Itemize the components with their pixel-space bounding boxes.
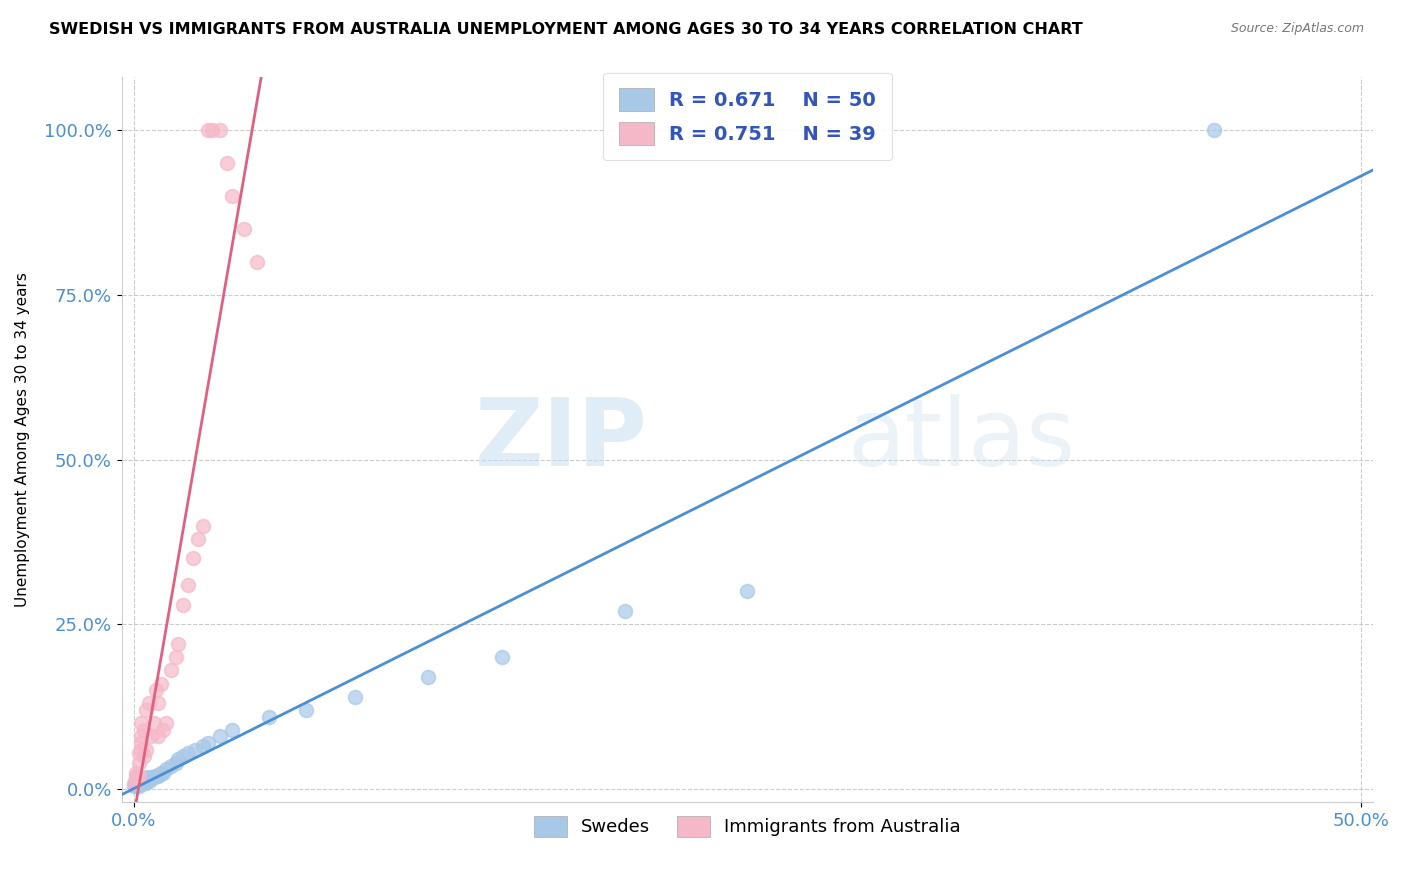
Point xyxy=(125,765,148,780)
Point xyxy=(129,777,152,791)
Point xyxy=(177,746,200,760)
Point xyxy=(245,255,267,269)
Point xyxy=(159,664,181,678)
Point xyxy=(167,752,190,766)
Text: ZIP: ZIP xyxy=(474,394,647,486)
Point xyxy=(128,756,150,770)
Point xyxy=(128,774,150,789)
Point xyxy=(135,742,157,756)
Point xyxy=(129,716,152,731)
Point xyxy=(221,723,243,737)
Point xyxy=(343,690,366,704)
Point xyxy=(149,765,172,780)
Point xyxy=(491,650,513,665)
Point xyxy=(128,775,150,789)
Point xyxy=(125,772,148,787)
Point xyxy=(167,637,190,651)
Point xyxy=(233,222,256,236)
Text: SWEDISH VS IMMIGRANTS FROM AUSTRALIA UNEMPLOYMENT AMONG AGES 30 TO 34 YEARS CORR: SWEDISH VS IMMIGRANTS FROM AUSTRALIA UNE… xyxy=(49,22,1083,37)
Point xyxy=(172,598,194,612)
Point xyxy=(191,518,214,533)
Point xyxy=(129,730,152,744)
Point xyxy=(138,774,160,789)
Point xyxy=(152,723,174,737)
Point xyxy=(152,765,174,780)
Point xyxy=(145,683,167,698)
Point xyxy=(145,769,167,783)
Point xyxy=(138,697,160,711)
Point xyxy=(155,716,177,731)
Point xyxy=(129,742,152,756)
Point xyxy=(125,775,148,789)
Point xyxy=(132,749,155,764)
Point xyxy=(138,772,160,787)
Point xyxy=(132,723,155,737)
Point xyxy=(197,123,219,137)
Point xyxy=(184,742,207,756)
Point xyxy=(135,703,157,717)
Point xyxy=(125,772,148,787)
Point xyxy=(129,736,152,750)
Point xyxy=(613,604,636,618)
Point xyxy=(128,779,150,793)
Point xyxy=(128,769,150,783)
Point xyxy=(148,697,170,711)
Point xyxy=(142,770,165,784)
Point xyxy=(135,774,157,789)
Point xyxy=(125,779,148,793)
Point xyxy=(122,775,145,789)
Point xyxy=(129,772,152,787)
Point xyxy=(125,774,148,789)
Point xyxy=(132,772,155,787)
Point xyxy=(294,703,316,717)
Point xyxy=(139,772,162,787)
Point xyxy=(148,769,170,783)
Point xyxy=(135,775,157,789)
Point xyxy=(177,578,200,592)
Point xyxy=(197,736,219,750)
Point xyxy=(1202,123,1225,137)
Point xyxy=(132,774,155,789)
Point xyxy=(208,730,231,744)
Point xyxy=(135,770,157,784)
Point xyxy=(155,762,177,776)
Point xyxy=(418,670,440,684)
Point xyxy=(208,123,231,137)
Point xyxy=(139,770,162,784)
Point xyxy=(129,775,152,789)
Text: Source: ZipAtlas.com: Source: ZipAtlas.com xyxy=(1230,22,1364,36)
Point xyxy=(132,775,155,789)
Y-axis label: Unemployment Among Ages 30 to 34 years: Unemployment Among Ages 30 to 34 years xyxy=(15,272,30,607)
Point xyxy=(221,189,243,203)
Point xyxy=(139,730,162,744)
Point xyxy=(191,739,214,754)
Point xyxy=(187,532,209,546)
Point xyxy=(181,551,204,566)
Point xyxy=(128,777,150,791)
Point xyxy=(125,769,148,783)
Point xyxy=(148,767,170,781)
Text: atlas: atlas xyxy=(848,394,1076,486)
Point xyxy=(159,759,181,773)
Legend: Swedes, Immigrants from Australia: Swedes, Immigrants from Australia xyxy=(527,809,967,844)
Point xyxy=(149,676,172,690)
Point xyxy=(165,756,187,770)
Point xyxy=(142,716,165,731)
Point xyxy=(217,156,239,170)
Point xyxy=(172,749,194,764)
Point xyxy=(125,777,148,791)
Point xyxy=(148,730,170,744)
Point xyxy=(129,774,152,789)
Point xyxy=(201,123,224,137)
Point xyxy=(165,650,187,665)
Point xyxy=(128,772,150,787)
Point xyxy=(128,746,150,760)
Point xyxy=(737,584,759,599)
Point xyxy=(257,709,280,723)
Point xyxy=(122,779,145,793)
